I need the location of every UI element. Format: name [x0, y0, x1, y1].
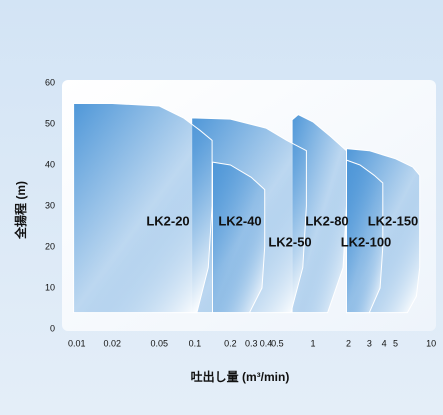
x-tick-label: 0.01	[68, 338, 86, 348]
x-tick-label: 0.02	[104, 338, 122, 348]
y-tick-label: 30	[45, 200, 55, 210]
model-label: LK2-50	[268, 234, 311, 249]
x-tick-label: 0.1	[189, 338, 202, 348]
x-tick-label: 3	[367, 338, 372, 348]
model-label: LK2-20	[146, 213, 189, 228]
x-tick-label: 5	[393, 338, 398, 348]
x-tick-label: 4	[382, 338, 387, 348]
model-label: LK2-40	[218, 213, 261, 228]
x-tick-label: 0.2	[224, 338, 237, 348]
x-tick-label: 0.3	[245, 338, 258, 348]
model-label: LK2-100	[341, 234, 392, 249]
x-tick-label: 0.4	[260, 338, 273, 348]
x-tick-label: 0.5	[271, 338, 284, 348]
x-axis-title: 吐出し量 (m³/min)	[191, 369, 290, 384]
performance-area	[346, 159, 384, 314]
performance-area	[73, 103, 213, 314]
performance-area	[212, 161, 266, 314]
model-label: LK2-80	[305, 213, 348, 228]
model-label: LK2-150	[368, 213, 419, 228]
y-tick-label: 50	[45, 118, 55, 128]
x-tick-label: 1	[310, 338, 315, 348]
x-tick-label: 2	[346, 338, 351, 348]
y-tick-label: 40	[45, 159, 55, 169]
y-tick-label: 60	[45, 77, 55, 87]
y-tick-label: 20	[45, 241, 55, 251]
x-tick-label: 0.05	[151, 338, 169, 348]
y-tick-label: 0	[50, 323, 55, 333]
y-tick-label: 10	[45, 282, 55, 292]
y-axis-title: 全揚程 (m)	[13, 181, 28, 240]
x-tick-label: 10	[426, 338, 436, 348]
